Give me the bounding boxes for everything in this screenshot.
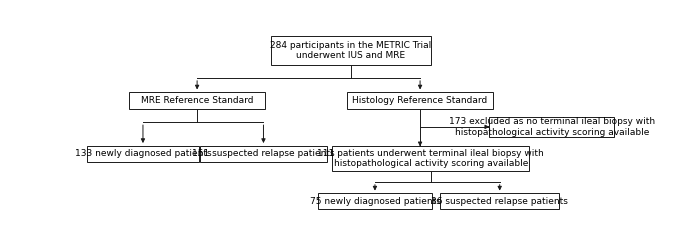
FancyBboxPatch shape (347, 92, 493, 109)
FancyBboxPatch shape (489, 117, 614, 137)
FancyBboxPatch shape (332, 146, 529, 171)
Text: 75 newly diagnosed patients: 75 newly diagnosed patients (310, 197, 440, 206)
FancyBboxPatch shape (87, 146, 199, 162)
FancyBboxPatch shape (129, 92, 265, 109)
FancyBboxPatch shape (318, 194, 432, 209)
Text: 151 suspected relapse patients: 151 suspected relapse patients (192, 149, 335, 158)
Text: 36 suspected relapse patients: 36 suspected relapse patients (432, 197, 568, 206)
Text: 111 patients underwent terminal ileal biopsy with
histopathological activity sco: 111 patients underwent terminal ileal bi… (317, 149, 544, 168)
Text: 133 newly diagnosed patients: 133 newly diagnosed patients (75, 149, 211, 158)
Text: 284 participants in the METRIC Trial
underwent IUS and MRE: 284 participants in the METRIC Trial und… (271, 41, 432, 60)
FancyBboxPatch shape (200, 146, 327, 162)
FancyBboxPatch shape (440, 194, 560, 209)
Text: 173 excluded as no terminal ileal biopsy with
histopathological activity scoring: 173 excluded as no terminal ileal biopsy… (449, 117, 655, 136)
FancyBboxPatch shape (271, 36, 431, 65)
Text: MRE Reference Standard: MRE Reference Standard (141, 96, 253, 105)
Text: Histology Reference Standard: Histology Reference Standard (353, 96, 488, 105)
